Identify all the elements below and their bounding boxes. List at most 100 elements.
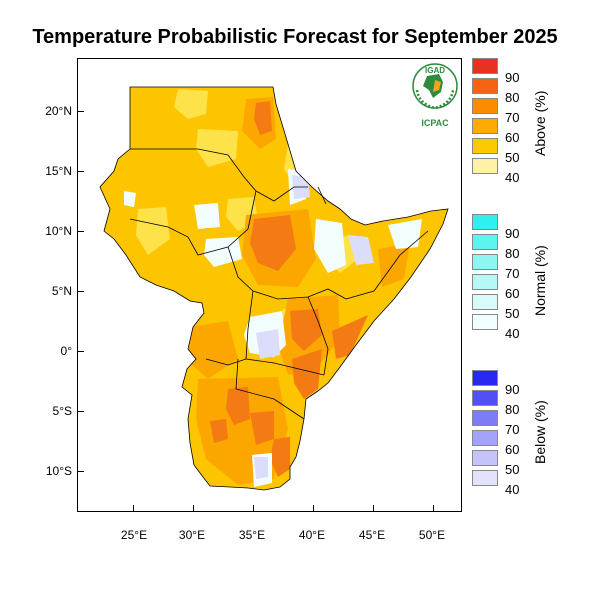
below-40-patch [254,457,268,479]
border-line [205,358,247,366]
border-line [235,358,305,420]
lon-tick-mark [193,505,194,511]
legend-level-label: 90 [505,226,520,241]
border-line [129,190,257,256]
legend-level-label: 60 [505,442,520,457]
legend-title-below: Below (%) [532,400,548,464]
legend-level-label: 60 [505,286,520,301]
border-line [345,230,429,300]
above-70-patch [226,387,250,425]
legend-level-label: 80 [505,246,520,261]
above-70-patch [250,411,274,445]
lat-tick-label: 5°N [51,284,72,298]
normal-patch [194,203,220,229]
border-line [130,148,257,192]
legend-level-label: 70 [505,110,520,125]
lat-tick-mark [78,291,84,292]
below-40-patch [348,235,374,265]
legend-level-label: 70 [505,266,520,281]
border-line [245,358,325,376]
legend-swatch [472,138,498,154]
normal-patch [314,219,346,273]
lon-tick-mark [373,505,374,511]
legend-level-label: 90 [505,70,520,85]
above-70-patch [270,437,290,477]
legend-swatch [472,314,498,330]
legend-swatch [472,58,498,74]
below-40-patch [334,179,346,199]
legend-level-label: 50 [505,150,520,165]
national-borders [129,148,429,420]
forecast-shading [124,89,422,487]
legend-level-label: 90 [505,382,520,397]
lat-tick-label: 10°S [45,464,72,478]
border-line [317,186,327,205]
above-40-patch [196,129,238,167]
lat-tick-label: 5°S [52,404,72,418]
legend-level-label: 40 [505,326,520,341]
above-40-patch [136,207,170,255]
color-legend: 90 80 70 60 50 40 Above (%) 90 80 70 60 … [472,58,600,518]
forecast-map-canvas [99,86,449,491]
lat-tick-mark [78,471,84,472]
legend-swatch [472,450,498,466]
border-line [245,290,254,360]
above-60-patch [378,243,410,287]
lat-tick-label: 10°N [45,224,72,238]
lon-tick-mark [253,505,254,511]
legend-swatch [472,254,498,270]
lat-tick-mark [78,111,84,112]
forecast-map [77,58,462,512]
map-title: Temperature Probabilistic Forecast for S… [32,26,558,48]
legend-swatch [472,274,498,290]
legend-swatch [472,390,498,406]
legend-swatch [472,118,498,134]
legend-swatch [472,78,498,94]
legend-level-label: 40 [505,482,520,497]
above-40-patch [174,89,208,119]
normal-patch [124,191,136,207]
above-70-patch [292,349,322,399]
above-70-patch [332,315,368,359]
lon-tick-label: 45°E [358,528,386,542]
legend-swatch [472,470,498,486]
logo-text-top: IGAD [425,66,445,75]
legend-swatch [472,158,498,174]
igad-icpac-emblem-icon: IGAD ICPAC [412,63,458,128]
lon-tick-label: 30°E [178,528,206,542]
legend-swatch [472,430,498,446]
lat-tick-label: 15°N [45,164,72,178]
border-line [307,296,329,376]
above-70-patch [254,101,272,135]
lat-tick-mark [78,231,84,232]
lat-tick-mark [78,411,84,412]
legend-swatch [472,234,498,250]
logo-text-bottom: ICPAC [421,118,449,128]
legend-level-label: 50 [505,462,520,477]
below-40-patch [256,329,280,359]
legend-level-label: 80 [505,402,520,417]
lat-tick-mark [78,351,84,352]
legend-level-label: 80 [505,90,520,105]
lon-tick-label: 25°E [120,528,148,542]
border-line [255,186,308,202]
above-70-patch [210,419,228,443]
legend-title-above: Above (%) [532,90,548,156]
lon-tick-mark [313,505,314,511]
legend-swatch [472,294,498,310]
igad-icpac-logo: IGAD ICPAC [409,62,461,132]
legend-swatch [472,98,498,114]
legend-swatch [472,370,498,386]
above-70-patch [250,215,296,271]
normal-patch [388,219,422,249]
lon-tick-mark [133,505,134,511]
lon-tick-mark [433,505,434,511]
lon-tick-label: 40°E [298,528,326,542]
lon-tick-label: 35°E [238,528,266,542]
above-70-patch [290,309,322,351]
lat-tick-mark [78,171,84,172]
legend-level-label: 40 [505,170,520,185]
border-line [227,246,347,300]
lat-tick-label: 0° [60,344,72,358]
lat-tick-label: 20°N [45,104,72,118]
